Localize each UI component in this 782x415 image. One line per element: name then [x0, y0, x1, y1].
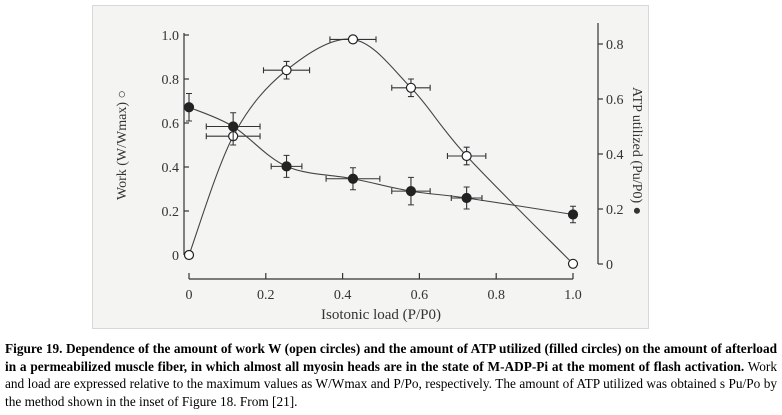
right-tick-label: 0.4 — [606, 148, 624, 163]
figure-caption: Figure 19. Dependence of the amount of w… — [5, 340, 777, 410]
left-tick-label: 0 — [172, 249, 179, 264]
figure-panel: 0 0.2 0.4 0.6 0.8 1.0 0 0.2 0.4 0.6 0.8 0 0.2 0.4 0.6 0… — [92, 5, 649, 329]
work-point — [347, 34, 359, 45]
right-axis-label: ATP utilized (Pu/P0) ● — [629, 87, 644, 215]
atp-point — [567, 209, 579, 220]
work-point — [461, 150, 472, 162]
work-point — [281, 65, 292, 76]
right-tick-label: 0.2 — [606, 203, 624, 218]
right-tick-label: 0.8 — [606, 38, 624, 53]
atp-point — [183, 102, 195, 113]
x-tick-label: 0.2 — [257, 288, 275, 303]
left-tick-label: 0.4 — [162, 161, 180, 176]
left-axis-label: Work (W/Wmax) ○ — [115, 90, 130, 200]
x-tick-label: 0.6 — [411, 288, 429, 303]
work-point — [567, 258, 579, 269]
x-tick-label: 0.4 — [334, 288, 352, 303]
caption-bold: Figure 19. Dependence of the amount of w… — [5, 341, 777, 374]
atp-point — [281, 161, 292, 172]
caption-text: Work and load are expressed relative to … — [5, 358, 777, 409]
atp-point — [405, 186, 417, 197]
left-tick-label: 0.2 — [162, 205, 180, 220]
atp-point — [347, 173, 359, 184]
left-tick-label: 0.8 — [162, 73, 180, 88]
x-tick-label: 0 — [186, 288, 193, 303]
x-tick-label: 1.0 — [564, 288, 582, 303]
chart: 0 0.2 0.4 0.6 0.8 1.0 0 0.2 0.4 0.6 0.8 0 0.2 0.4 0.6 0… — [115, 23, 644, 323]
atp-curve — [188, 106, 574, 216]
left-tick-label: 0.6 — [162, 117, 180, 132]
work-curve — [188, 38, 574, 265]
x-axis-label: Isotonic load (P/P0) — [321, 307, 441, 323]
work-point — [183, 249, 195, 261]
left-tick-label: 1.0 — [162, 29, 180, 44]
atp-point — [228, 121, 239, 132]
x-tick-label: 0.8 — [487, 288, 505, 303]
work-point — [405, 82, 417, 93]
right-tick-label: 0.6 — [606, 93, 624, 108]
atp-point — [461, 192, 472, 204]
right-tick-label: 0 — [606, 258, 613, 273]
